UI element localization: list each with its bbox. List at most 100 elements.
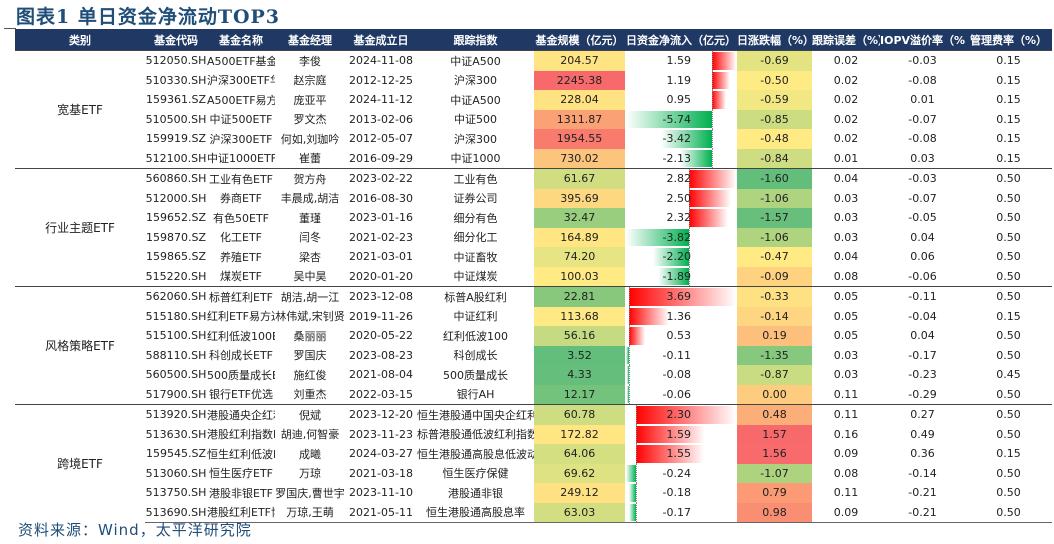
net-inflow-value: 2.50	[666, 191, 692, 205]
net-inflow-value: -1.89	[662, 269, 691, 283]
daily-change: -0.50	[737, 70, 812, 90]
iopv-premium: -0.29	[908, 387, 937, 401]
net-inflow-bar	[629, 288, 736, 306]
net-inflow-value: 2.30	[666, 408, 692, 421]
net-inflow-cell: -2.20	[625, 247, 737, 267]
net-inflow-bar	[657, 267, 690, 285]
bar-axis	[636, 424, 638, 444]
bar-axis	[712, 90, 714, 110]
table-row: 588110.SH 科创成长ETF 罗国庆 2023-08-23 科创成长 3.52 -0.…	[15, 345, 1052, 365]
fund-manager: 贺方舟	[275, 168, 345, 189]
daily-change: -1.06	[737, 227, 812, 247]
tracking-index: 恒生港股通高股息低波动	[417, 447, 534, 461]
fund-code: 515100.SH	[145, 329, 207, 343]
mgmt-fee: 0.50	[965, 168, 1052, 189]
fund-manager: 刘重杰	[293, 388, 327, 402]
fund-name: 港股通央企红利ETF	[207, 404, 275, 425]
tracking-index: 科创成长	[453, 349, 498, 363]
net-inflow-cell: -0.24	[625, 463, 737, 483]
mgmt-fee: 0.15	[996, 309, 1021, 323]
net-inflow-cell: 3.69	[625, 286, 737, 307]
net-inflow-cell: -5.74	[625, 109, 737, 129]
iopv-premium: -0.07	[908, 191, 937, 205]
net-inflow-bar	[636, 445, 704, 463]
daily-change: -0.69	[737, 50, 812, 71]
header-manager: 基金经理	[275, 29, 345, 51]
iopv-premium: -0.03	[880, 50, 965, 71]
daily-change: 0.19	[737, 326, 812, 346]
inception-date: 2019-11-26	[349, 309, 413, 323]
bar-axis	[629, 345, 631, 365]
net-inflow-cell: -0.18	[625, 483, 737, 503]
net-inflow-bar	[626, 346, 630, 364]
fund-name: 沪深300ETF华夏	[207, 74, 275, 88]
fund-name: 恒生医疗ETF	[209, 467, 273, 481]
table-row: 515100.SH红利低波100ETF 桑丽丽 2020-05-22 红利低波100 5…	[15, 326, 1052, 346]
fund-code: 159361.SZ	[145, 93, 206, 107]
iopv-premium: 0.36	[910, 447, 935, 461]
fund-manager: 罗文杰	[293, 113, 327, 127]
fund-name: 恒生红利低波ETF	[207, 447, 275, 461]
tracking-index: 银行AH	[456, 388, 495, 402]
daily-change: -0.85	[737, 109, 812, 129]
header-code: 基金代码	[145, 29, 207, 51]
mgmt-fee: 0.50	[996, 348, 1021, 362]
iopv-premium: 0.49	[910, 427, 935, 441]
tracking-error: 0.02	[833, 112, 859, 126]
net-inflow-value: -0.06	[662, 387, 691, 401]
daily-change: -1.35	[737, 345, 812, 365]
header-daily-change: 日涨跌幅（%）	[737, 29, 812, 51]
table-body: 宽基ETF 512050.SH A500ETF基金 李俊 2024-11-08 中证A50…	[15, 50, 1052, 523]
net-inflow-value: -5.74	[662, 112, 691, 126]
iopv-premium: -0.23	[908, 368, 937, 382]
net-inflow-cell: -0.06	[625, 384, 737, 405]
iopv-premium: 0.27	[880, 404, 965, 425]
fund-name: 化工ETF	[220, 231, 262, 245]
fund-size: 61.67	[534, 168, 625, 189]
table-row: 510500.SH 中证500ETF 罗文杰 2013-02-06 中证500 1311.…	[15, 109, 1052, 129]
net-inflow-bar	[627, 385, 630, 403]
net-inflow-bar	[629, 503, 637, 521]
net-inflow-cell: 1.59	[625, 50, 737, 71]
fund-code: 515220.SH	[145, 269, 207, 283]
table-row: 风格策略ETF 562060.SH 标普红利ETF 胡洁,胡一江 2023-12-08 标…	[15, 286, 1052, 405]
fund-name: A500ETF基金	[207, 50, 275, 71]
tracking-error: 0.16	[833, 427, 859, 441]
net-inflow-value: 1.59	[666, 54, 692, 67]
inception-date: 2023-08-23	[349, 348, 413, 362]
fund-manager: 成曦	[299, 447, 321, 461]
tracking-index: 中证畜牧	[453, 250, 498, 264]
fund-code: 510500.SH	[145, 112, 207, 126]
net-inflow-value: 3.69	[666, 290, 692, 303]
net-inflow-bar	[712, 71, 730, 89]
fund-manager: 赵宗庭	[293, 74, 327, 88]
mgmt-fee: 0.50	[996, 466, 1021, 480]
fund-size: 60.78	[534, 404, 625, 425]
net-inflow-value: 2.32	[666, 211, 692, 224]
iopv-premium: -0.04	[908, 309, 937, 323]
iopv-premium: 0.01	[910, 93, 935, 107]
tracking-index: 港股通非银	[448, 486, 503, 500]
inception-date: 2023-01-16	[349, 211, 413, 225]
tracking-error: 0.01	[833, 151, 859, 165]
daily-change: 0.98	[737, 502, 812, 523]
net-inflow-cell: 0.95	[625, 90, 737, 110]
header-mgmt-fee: 管理费率（%）	[965, 29, 1052, 51]
fund-code: 510330.SH	[145, 73, 207, 87]
inception-date: 2023-02-22	[345, 168, 417, 189]
fund-code: 560860.SH	[145, 168, 207, 189]
bar-axis	[636, 502, 638, 522]
fund-size: 172.82	[534, 424, 625, 444]
header-category: 类别	[15, 29, 145, 51]
mgmt-fee: 0.50	[996, 191, 1021, 205]
net-inflow-cell: -0.17	[625, 502, 737, 523]
tracking-index: 证券公司	[453, 192, 498, 206]
mgmt-fee: 0.50	[996, 329, 1021, 343]
iopv-premium: 0.04	[910, 230, 935, 244]
fund-name: 银行ETF优选	[209, 388, 273, 402]
mgmt-fee: 0.50	[996, 230, 1021, 244]
tracking-error: 0.03	[833, 191, 859, 205]
bar-axis	[636, 405, 638, 425]
header-name: 基金名称	[207, 29, 275, 51]
daily-change: 1.57	[737, 424, 812, 444]
